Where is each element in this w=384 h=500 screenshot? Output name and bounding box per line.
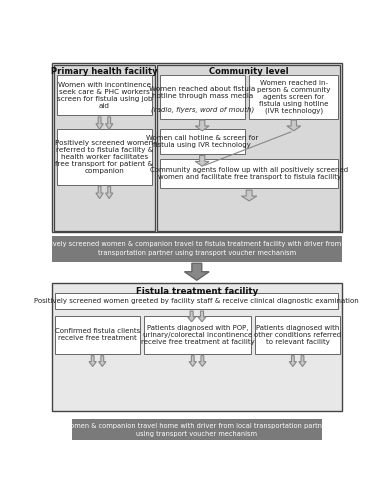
Polygon shape: [96, 117, 103, 130]
Text: (radio, flyers, word of mouth): (radio, flyers, word of mouth): [151, 106, 254, 112]
Bar: [160, 76, 245, 118]
Polygon shape: [299, 356, 306, 366]
Polygon shape: [287, 120, 301, 131]
Bar: [57, 130, 152, 184]
Bar: [157, 64, 340, 231]
Polygon shape: [289, 356, 296, 366]
Text: Primary health facility: Primary health facility: [51, 67, 158, 76]
Text: Positively screened women & companion travel to fistula treatment facility with : Positively screened women & companion tr…: [35, 241, 359, 247]
Text: Women reached about fistula
hotline through mass media: Women reached about fistula hotline thro…: [149, 86, 255, 99]
Bar: [55, 292, 338, 310]
Text: using transport voucher mechanism: using transport voucher mechanism: [136, 431, 257, 437]
Polygon shape: [189, 356, 196, 366]
Bar: [55, 316, 140, 354]
Polygon shape: [106, 186, 113, 198]
Bar: [52, 63, 341, 232]
Polygon shape: [96, 186, 103, 198]
Bar: [160, 130, 245, 154]
Text: Patients diagnosed with
other conditions referred
to relevant facility: Patients diagnosed with other conditions…: [254, 325, 341, 345]
Polygon shape: [198, 311, 206, 322]
Text: Confirmed fistula clients
receive free treatment: Confirmed fistula clients receive free t…: [55, 328, 140, 342]
Text: Women with incontinence
seek care & PHC workers
screen for fistula using job
aid: Women with incontinence seek care & PHC …: [56, 82, 152, 109]
Polygon shape: [106, 117, 113, 130]
Bar: [54, 64, 155, 231]
Bar: [52, 284, 341, 411]
Bar: [72, 419, 321, 440]
Polygon shape: [99, 356, 106, 366]
Polygon shape: [195, 120, 209, 131]
Bar: [52, 236, 341, 262]
Bar: [160, 158, 338, 188]
Bar: [144, 316, 251, 354]
Polygon shape: [199, 356, 206, 366]
Text: Fistula treatment facility: Fistula treatment facility: [136, 286, 258, 296]
Bar: [249, 76, 338, 118]
Polygon shape: [187, 311, 195, 322]
Polygon shape: [184, 264, 209, 280]
Text: Community agents follow up with all positively screened
women and facilitate fre: Community agents follow up with all posi…: [150, 166, 348, 179]
Polygon shape: [89, 356, 96, 366]
Text: Women call hotline & screen for
fistula using IVR technology: Women call hotline & screen for fistula …: [146, 135, 258, 148]
Bar: [255, 316, 340, 354]
Bar: [57, 76, 152, 116]
Polygon shape: [195, 156, 209, 166]
Polygon shape: [242, 190, 257, 201]
Text: Patients diagnosed with POP,
urinary/colorectal incontinence
receive free treatm: Patients diagnosed with POP, urinary/col…: [141, 325, 255, 345]
Text: Positively screened women
referred to fistula facility &
health worker facilitat: Positively screened women referred to fi…: [55, 140, 154, 174]
Text: Women & companion travel home with driver from local transportation partner: Women & companion travel home with drive…: [65, 423, 329, 428]
Text: Women reached in-
person & community
agents screen for
fistula using hotline
(IV: Women reached in- person & community age…: [257, 80, 331, 114]
Text: Positively screened women greeted by facility staff & receive clinical diagnosti: Positively screened women greeted by fac…: [35, 298, 359, 304]
Text: Community level: Community level: [209, 67, 288, 76]
Text: transportation partner using transport voucher mechanism: transportation partner using transport v…: [98, 250, 296, 256]
